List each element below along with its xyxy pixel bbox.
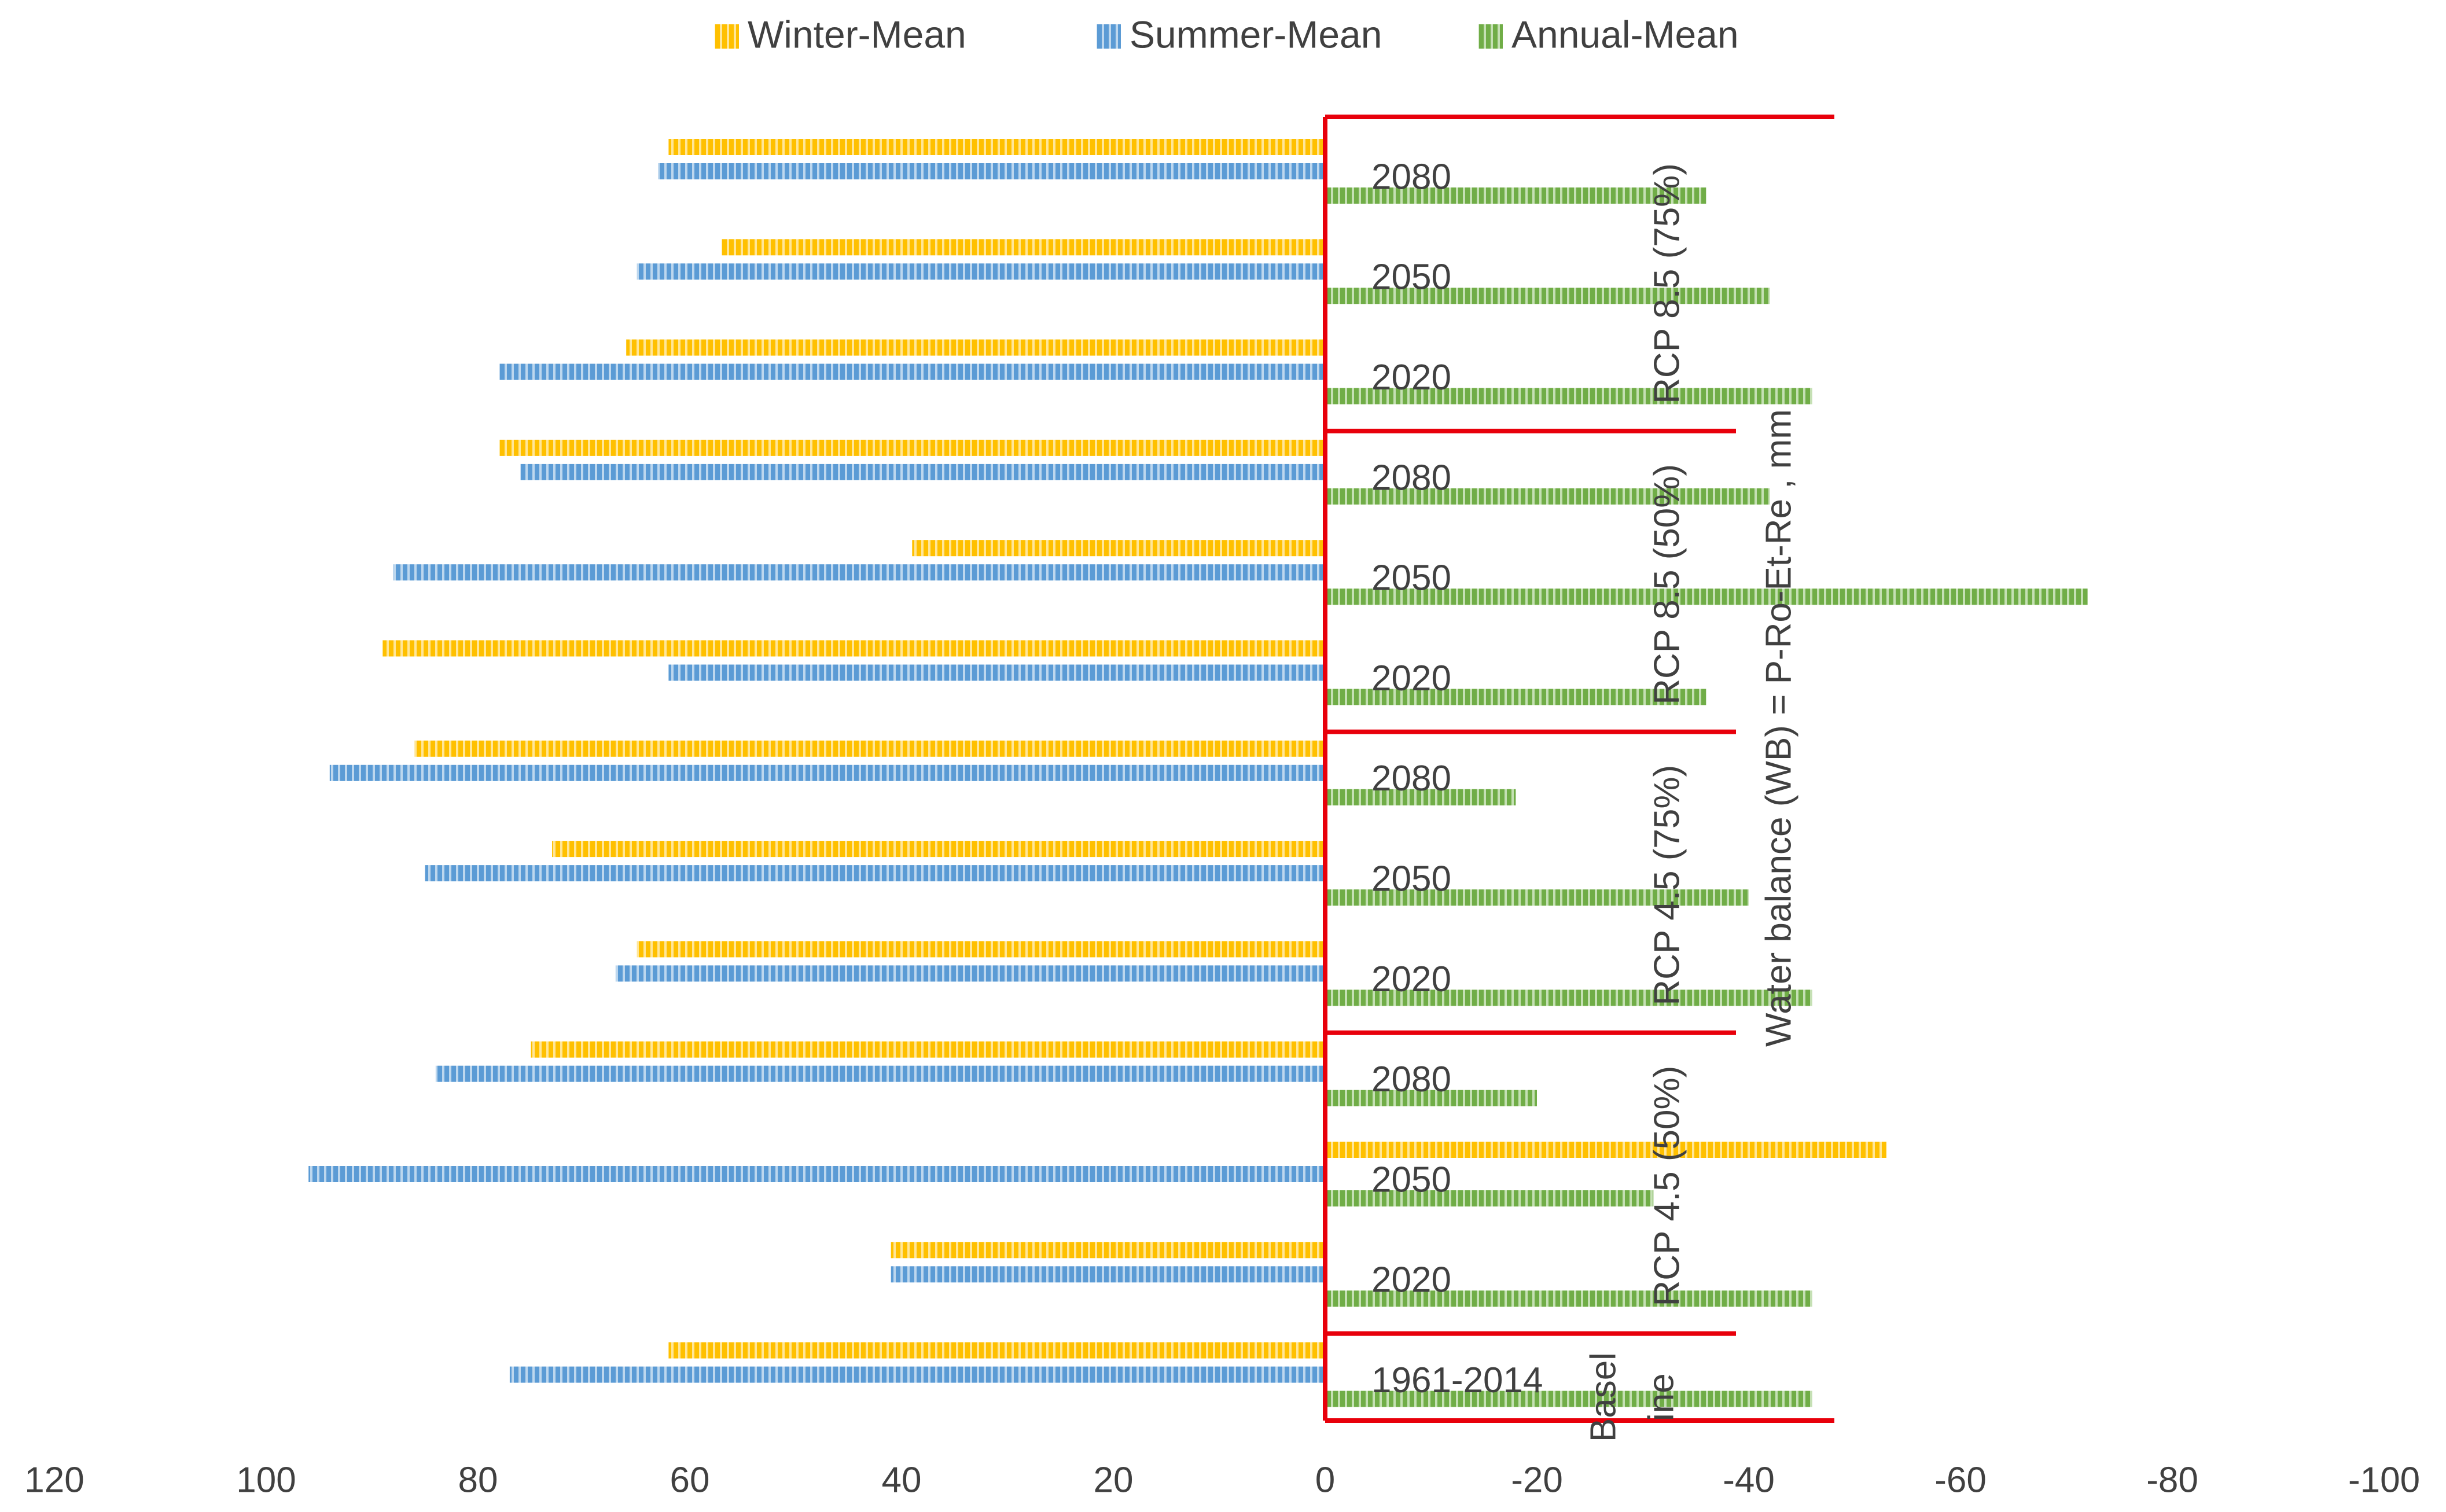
bar-summer-mean-1 [637, 263, 1325, 280]
bar-summer-mean-10 [308, 1166, 1326, 1182]
x-tick-label: -80 [2146, 1460, 2198, 1500]
group-label: RCP 4.5 (75%) [1647, 765, 1687, 1006]
bar-annual-mean-9 [1325, 1090, 1537, 1106]
bar-winter-mean-5 [382, 640, 1325, 657]
group-label-line: ine [1641, 1373, 1681, 1421]
bar-summer-mean-3 [520, 463, 1326, 480]
group-label: RCP 4.5 (50%) [1647, 1066, 1687, 1307]
bar-winter-mean-12 [668, 1342, 1325, 1359]
bar-annual-mean-1 [1325, 288, 1770, 304]
bar-annual-mean-0 [1325, 187, 1706, 204]
category-label: 2020 [1371, 358, 1451, 398]
bar-winter-mean-4 [912, 540, 1325, 557]
group-separators [1323, 115, 1834, 1423]
bar-winter-mean-9 [531, 1041, 1325, 1058]
x-tick-label: -100 [2348, 1460, 2420, 1500]
category-label: 2050 [1371, 257, 1451, 297]
category-label: 1961-2014 [1371, 1360, 1543, 1400]
x-tick-label: -60 [1934, 1460, 1987, 1500]
bar-summer-mean-12 [509, 1366, 1325, 1383]
bar-summer-mean-5 [668, 664, 1325, 681]
bar-winter-mean-7 [552, 841, 1325, 858]
bar-summer-mean-8 [615, 965, 1325, 982]
bar-annual-mean-3 [1325, 488, 1770, 505]
x-tick-label: -20 [1511, 1460, 1563, 1500]
bar-winter-mean-11 [891, 1242, 1325, 1259]
category-label: 2050 [1371, 859, 1451, 899]
category-label: 2050 [1371, 1160, 1451, 1200]
bar-summer-mean-7 [425, 865, 1325, 882]
bar-annual-mean-11 [1325, 1290, 1812, 1307]
bar-annual-mean-2 [1325, 388, 1812, 404]
bar-summer-mean-4 [393, 564, 1325, 581]
x-tick-label: 120 [24, 1460, 84, 1500]
category-label: 2080 [1371, 1059, 1451, 1099]
legend-swatch-annual-mean [1478, 24, 1503, 49]
bar-winter-mean-1 [721, 239, 1325, 256]
bar-annual-mean-4 [1325, 588, 2088, 605]
bars [308, 139, 2088, 1407]
bar-summer-mean-9 [435, 1065, 1325, 1082]
category-label: 2080 [1371, 458, 1451, 498]
category-labels: 2080 2050 2020 2080 2050 2020 2080 2050 2020 2080… [1371, 157, 1543, 1400]
bar-winter-mean-6 [414, 740, 1326, 757]
bar-winter-mean-10 [1325, 1142, 1886, 1158]
category-label: 2050 [1371, 558, 1451, 598]
bar-annual-mean-10 [1325, 1190, 1654, 1206]
bar-summer-mean-6 [329, 764, 1325, 781]
bar-annual-mean-8 [1325, 989, 1812, 1006]
category-label: 2020 [1371, 658, 1451, 698]
x-tick-label: -40 [1723, 1460, 1775, 1500]
x-tick-label: 60 [670, 1460, 710, 1500]
bar-summer-mean-0 [658, 163, 1325, 179]
category-label: 2020 [1371, 1260, 1451, 1300]
group-labels: RCP 8.5 (75%) RCP 8.5 (50%) RCP 4.5 (75%) R… [1583, 163, 1687, 1442]
legend-swatch-summer-mean [1097, 24, 1121, 49]
group-label: RCP 8.5 (50%) [1647, 464, 1687, 705]
x-tick-label: 20 [1094, 1460, 1134, 1500]
y-axis-label: Water balance (WB) = P-Ro-Et-Re , mm [1759, 409, 1798, 1047]
bar-winter-mean-2 [626, 339, 1325, 356]
bar-summer-mean-11 [891, 1266, 1325, 1283]
x-tick-label: 100 [236, 1460, 296, 1500]
category-label: 2020 [1371, 959, 1451, 999]
bar-summer-mean-2 [499, 363, 1325, 380]
x-tick-label: 40 [882, 1460, 922, 1500]
x-tick-label: 0 [1315, 1460, 1335, 1500]
legend-swatch-winter-mean [715, 24, 739, 49]
legend: Winter-Mean Summer-Mean Annual-Mean [715, 13, 1739, 56]
bar-annual-mean-7 [1325, 889, 1749, 906]
bar-annual-mean-5 [1325, 689, 1706, 705]
legend-label: Winter-Mean [748, 13, 966, 56]
bar-annual-mean-6 [1325, 789, 1516, 805]
category-label: 2080 [1371, 759, 1451, 799]
bar-annual-mean-12 [1325, 1390, 1812, 1407]
bar-winter-mean-3 [499, 439, 1325, 456]
legend-label: Summer-Mean [1130, 13, 1382, 56]
bar-winter-mean-8 [637, 941, 1325, 958]
category-label: 2080 [1371, 157, 1451, 197]
group-label-line: Basel [1583, 1352, 1623, 1442]
bar-winter-mean-0 [668, 139, 1325, 155]
x-tick-label: 80 [458, 1460, 498, 1500]
group-label: RCP 8.5 (75%) [1647, 163, 1687, 404]
legend-label: Annual-Mean [1511, 13, 1739, 56]
x-axis-ticks: 120 100 80 60 40 20 0 -20 -40 -60 -80 -100 [24, 1460, 2420, 1500]
